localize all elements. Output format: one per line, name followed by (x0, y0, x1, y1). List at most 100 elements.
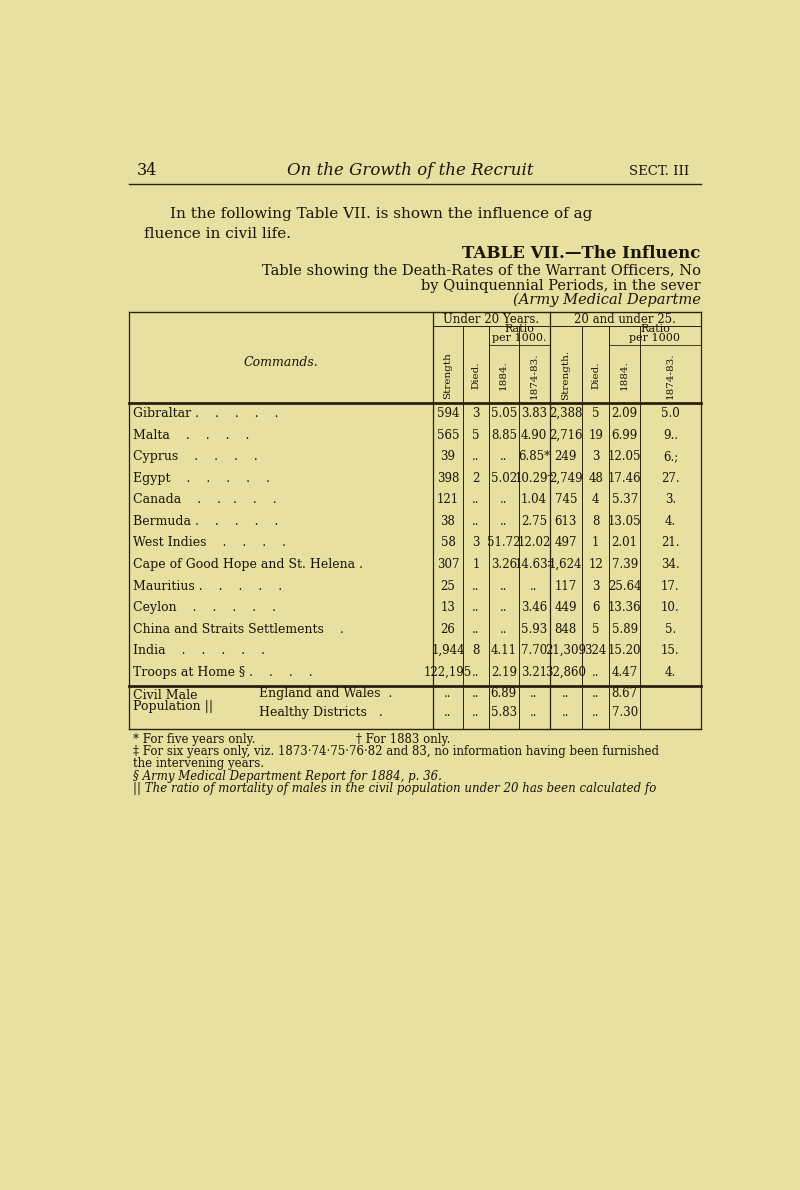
Text: 4.11: 4.11 (490, 644, 517, 657)
Text: Healthy Districts   .: Healthy Districts . (259, 706, 382, 719)
Text: 2.09: 2.09 (612, 407, 638, 420)
Text: 4.47: 4.47 (611, 665, 638, 678)
Text: 1874-83.: 1874-83. (666, 352, 675, 399)
Text: 8: 8 (592, 515, 599, 528)
Text: 324: 324 (585, 644, 606, 657)
Text: 12: 12 (588, 558, 603, 571)
Text: 13: 13 (441, 601, 455, 614)
Text: 4.: 4. (665, 515, 676, 528)
Text: ..: .. (500, 622, 507, 635)
Text: ..: .. (562, 687, 570, 700)
Text: 6.89: 6.89 (490, 687, 517, 700)
Text: 5: 5 (472, 428, 480, 441)
Text: 13.05: 13.05 (608, 515, 642, 528)
Text: Ratio: Ratio (504, 324, 534, 334)
Text: 15.: 15. (661, 644, 680, 657)
Text: 2,388: 2,388 (549, 407, 582, 420)
Text: * For five years only.: * For five years only. (134, 733, 256, 746)
Text: 3.: 3. (665, 494, 676, 506)
Text: Table showing the Death-Rates of the Warrant Officers, No: Table showing the Death-Rates of the War… (262, 264, 701, 278)
Text: 51.72: 51.72 (487, 537, 521, 550)
Text: the intervening years.: the intervening years. (134, 757, 264, 770)
Text: England and Wales  .: England and Wales . (259, 687, 392, 700)
Text: ..: .. (472, 601, 480, 614)
Text: 10.: 10. (661, 601, 680, 614)
Text: 39: 39 (441, 450, 455, 463)
Text: 21,309: 21,309 (546, 644, 586, 657)
Text: 48: 48 (588, 471, 603, 484)
Text: 1884.: 1884. (620, 361, 629, 390)
Text: 1: 1 (472, 558, 479, 571)
Text: Died.: Died. (591, 362, 600, 389)
Text: ..: .. (472, 450, 480, 463)
Text: Cyprus    .    .    .    .: Cyprus . . . . (134, 450, 258, 463)
Text: ..: .. (472, 687, 480, 700)
Text: § Army Medical Department Report for 1884, p. 36.: § Army Medical Department Report for 188… (134, 770, 442, 783)
Text: Commands.: Commands. (243, 356, 318, 369)
Text: 6.99: 6.99 (611, 428, 638, 441)
Text: 848: 848 (554, 622, 577, 635)
Text: Died.: Died. (471, 362, 480, 389)
Text: ..: .. (592, 665, 599, 678)
Text: Strength: Strength (443, 352, 453, 399)
Text: Canada    .    .   .    .    .: Canada . . . . . (134, 494, 277, 506)
Text: China and Straits Settlements    .: China and Straits Settlements . (134, 622, 344, 635)
Text: 34: 34 (137, 162, 157, 180)
Text: 122,195: 122,195 (424, 665, 472, 678)
Text: 8: 8 (472, 644, 479, 657)
Text: 20 and under 25.: 20 and under 25. (574, 313, 676, 326)
Text: 497: 497 (554, 537, 577, 550)
Text: 10.29†: 10.29† (514, 471, 554, 484)
Text: ..: .. (530, 706, 538, 719)
Text: ..: .. (500, 601, 507, 614)
Text: 9..: 9.. (663, 428, 678, 441)
Text: 3.21: 3.21 (521, 665, 547, 678)
Text: 1874-83.: 1874-83. (530, 352, 538, 399)
Text: TABLE VII.—The Influenc: TABLE VII.—The Influenc (462, 245, 701, 262)
Text: In the following Table VII. is shown the influence of ag: In the following Table VII. is shown the… (170, 207, 592, 221)
Text: 1884.: 1884. (499, 361, 508, 390)
Text: 6.;: 6.; (662, 450, 678, 463)
Text: per 1000: per 1000 (630, 333, 680, 343)
Text: ..: .. (562, 706, 570, 719)
Text: 249: 249 (554, 450, 577, 463)
Text: 5.0: 5.0 (661, 407, 680, 420)
Text: ..: .. (472, 580, 480, 593)
Text: 5.02: 5.02 (490, 471, 517, 484)
Text: 6: 6 (592, 601, 599, 614)
Text: Strength.: Strength. (562, 350, 570, 400)
Text: 3: 3 (592, 580, 599, 593)
Text: 449: 449 (554, 601, 577, 614)
Text: 2.01: 2.01 (612, 537, 638, 550)
Text: 1,624: 1,624 (549, 558, 582, 571)
Text: ..: .. (472, 494, 480, 506)
Text: 32,860: 32,860 (546, 665, 586, 678)
Text: Mauritius .    .    .    .    .: Mauritius . . . . . (134, 580, 282, 593)
Text: Population ||: Population || (134, 700, 214, 713)
Text: 613: 613 (554, 515, 577, 528)
Text: ..: .. (530, 687, 538, 700)
Text: 21.: 21. (661, 537, 680, 550)
Text: † For 1883 only.: † For 1883 only. (356, 733, 450, 746)
Text: 8.85: 8.85 (490, 428, 517, 441)
Text: 5: 5 (592, 622, 599, 635)
Text: 117: 117 (554, 580, 577, 593)
Text: 3.46: 3.46 (521, 601, 547, 614)
Text: 2,716: 2,716 (549, 428, 582, 441)
Text: 5: 5 (592, 407, 599, 420)
Text: ..: .. (530, 580, 538, 593)
Text: 58: 58 (441, 537, 455, 550)
Text: 1.04: 1.04 (521, 494, 547, 506)
Text: 3.26: 3.26 (490, 558, 517, 571)
Text: 745: 745 (554, 494, 577, 506)
Text: West Indies    .    .    .    .: West Indies . . . . (134, 537, 286, 550)
Text: 3.83: 3.83 (521, 407, 547, 420)
Text: 565: 565 (437, 428, 459, 441)
Text: 3: 3 (472, 407, 480, 420)
Text: 5.83: 5.83 (490, 706, 517, 719)
Text: Civil Male: Civil Male (134, 689, 198, 702)
Text: ..: .. (444, 706, 452, 719)
Text: Troops at Home § .    .    .    .: Troops at Home § . . . . (134, 665, 313, 678)
Text: Under 20 Years.: Under 20 Years. (443, 313, 539, 326)
Text: 7.39: 7.39 (611, 558, 638, 571)
